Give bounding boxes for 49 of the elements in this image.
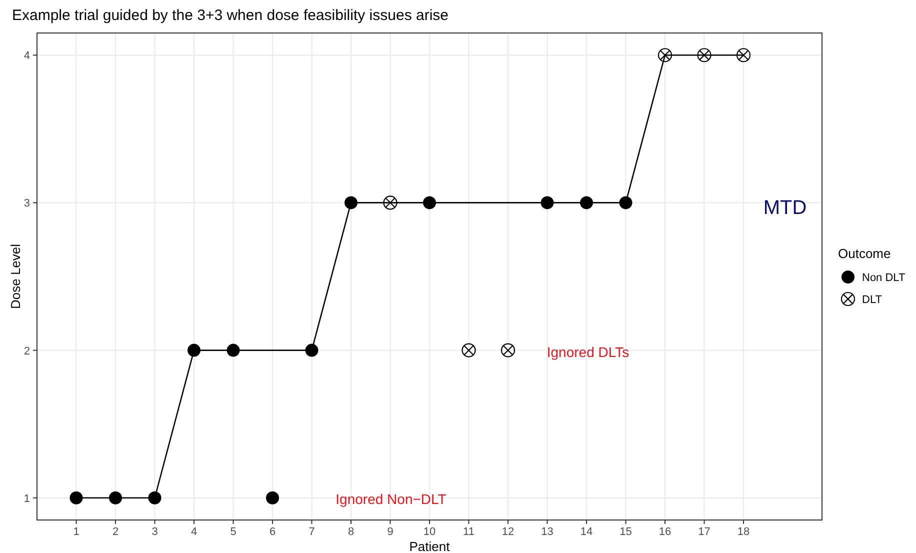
point <box>540 196 554 210</box>
point <box>658 48 672 62</box>
x-tick-label: 2 <box>112 526 119 538</box>
x-tick-label: 1 <box>73 526 80 538</box>
x-axis-title: Patient <box>409 539 450 553</box>
x-tick-label: 9 <box>387 526 394 538</box>
x-tick-label: 14 <box>580 526 593 538</box>
x-tick-label: 8 <box>348 526 354 538</box>
annotation: Ignored Non−DLT <box>336 490 447 507</box>
point <box>305 344 318 357</box>
point <box>580 196 593 210</box>
x-tick-label: 11 <box>463 526 474 538</box>
legend-label: DLT <box>862 294 882 306</box>
chart-title: Example trial guided by the 3+3 when dose feasibility issues arise <box>12 7 448 24</box>
point <box>697 48 712 62</box>
point <box>70 491 83 504</box>
point <box>188 344 200 357</box>
x-tick-label: 4 <box>190 526 198 538</box>
legend-title: Outcome <box>838 246 891 261</box>
point <box>383 196 398 210</box>
x-tick-label: 17 <box>698 526 710 538</box>
point <box>619 196 632 210</box>
point <box>500 343 516 358</box>
point <box>266 491 279 504</box>
y-tick-label: 4 <box>24 50 30 62</box>
annotation: Ignored DLTs <box>546 344 630 360</box>
x-tick-label: 12 <box>502 526 514 538</box>
x-tick-label: 5 <box>230 526 236 538</box>
point <box>344 196 358 210</box>
y-tick-label: 3 <box>24 198 30 210</box>
point <box>226 344 240 357</box>
annotation: MTD <box>763 197 807 219</box>
y-tick-label: 2 <box>24 345 30 358</box>
y-tick-label: 1 <box>24 492 30 505</box>
x-tick-label: 13 <box>541 526 554 538</box>
point <box>736 48 751 62</box>
x-tick-label: 10 <box>423 526 436 538</box>
point <box>148 491 162 504</box>
point <box>423 196 436 210</box>
x-tick-label: 7 <box>308 526 315 538</box>
y-axis-title: Dose Level <box>8 244 23 310</box>
point <box>109 491 122 504</box>
x-tick-label: 18 <box>737 526 750 538</box>
point <box>462 343 476 358</box>
x-tick-label: 3 <box>152 526 158 538</box>
legend-label: Non DLT <box>862 272 906 284</box>
x-tick-label: 6 <box>269 526 276 538</box>
x-tick-label: 16 <box>658 526 672 538</box>
x-tick-label: 15 <box>620 526 632 538</box>
